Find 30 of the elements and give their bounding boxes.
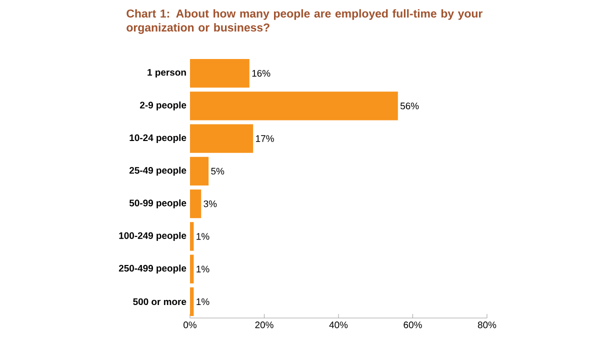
y-tick-label: 100-249 people [119,232,186,241]
x-tick-label: 60% [404,322,422,328]
data-label: 1% [196,266,210,272]
bar [190,124,254,153]
y-tick-label: 10-24 people [130,134,186,143]
bar [190,287,194,316]
x-tick-label: 20% [255,322,274,328]
bar [190,189,202,218]
x-tick-label: 80% [478,322,496,328]
data-label: 1% [196,233,210,240]
data-label: 3% [204,200,217,208]
x-tick-label: 0% [184,322,196,328]
data-label: 17% [256,135,274,142]
x-tick-label: 40% [329,322,348,328]
y-tick-label: 25-49 people [129,166,186,176]
bar [190,222,194,251]
bar [190,92,398,120]
y-tick-label: 50-99 people [129,199,186,208]
data-label: 5% [211,168,224,175]
bar [190,254,194,284]
y-tick-label: 500 or more [133,298,186,306]
chart-title: Chart 1: About how many people are employed full-time by your organization or business? [126,9,482,34]
bar [190,156,209,186]
data-label: 16% [252,70,270,77]
y-tick-label: 250-499 people [118,264,186,274]
data-label: 1% [196,298,210,306]
y-tick-label: 1 person [148,69,186,78]
y-tick-label: 2-9 people [140,102,186,110]
bar [190,58,250,88]
data-label: 56% [400,102,419,110]
